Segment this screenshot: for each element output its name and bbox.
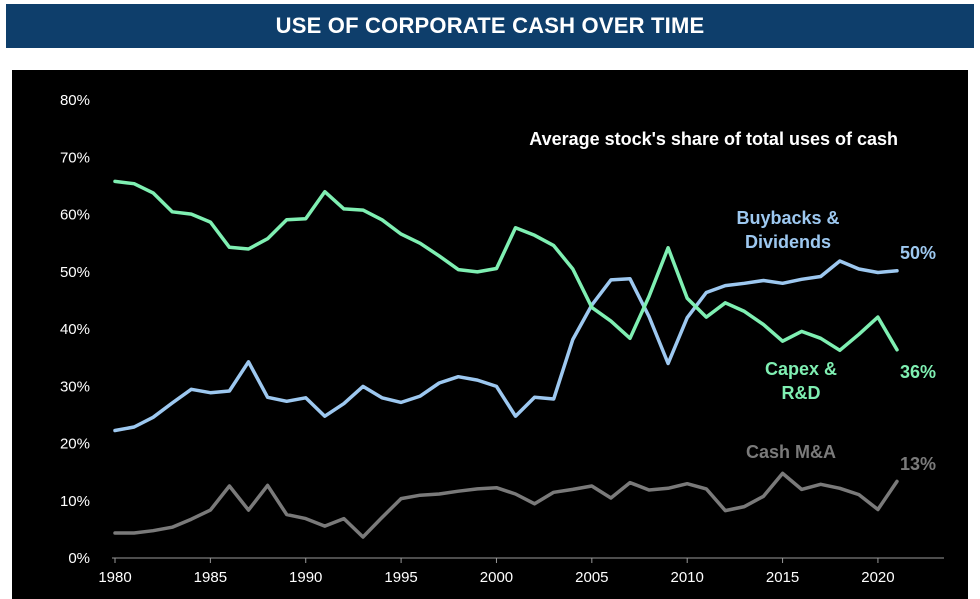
cash-ma-end-label: 13% <box>900 454 936 474</box>
y-tick-label: 0% <box>68 550 90 567</box>
y-tick-label: 80% <box>60 92 90 109</box>
y-tick-label: 50% <box>60 264 90 281</box>
x-tick-label: 1980 <box>98 569 131 586</box>
x-tick-label: 1985 <box>194 569 227 586</box>
chart-title: Average stock's share of total uses of c… <box>529 129 898 149</box>
x-tick-label: 2015 <box>766 569 799 586</box>
page-title: USE OF CORPORATE CASH OVER TIME <box>275 13 705 38</box>
buybacks-dividends-line <box>113 259 899 433</box>
capex-end-label: 36% <box>900 362 936 382</box>
buybacks-label-line2: Dividends <box>745 232 831 252</box>
capex-label-line1: Capex & <box>765 359 837 379</box>
x-tick-label: 2000 <box>480 569 513 586</box>
y-tick-label: 20% <box>60 436 90 453</box>
x-axis-ticks: 1980 1985 1990 1995 2000 2005 2010 2015 2020 <box>98 558 895 586</box>
y-tick-label: 60% <box>60 207 90 224</box>
capex-rd-line <box>113 179 899 353</box>
x-tick-label: 2005 <box>575 569 608 586</box>
y-tick-label: 70% <box>60 149 90 166</box>
y-axis-ticks: 0% 10% 20% 30% 40% 50% 60% 70% 80% <box>60 92 90 567</box>
capex-label-line2: R&D <box>782 383 821 403</box>
cash-ma-label: Cash M&A <box>746 442 836 462</box>
series-layer <box>113 179 899 539</box>
x-tick-label: 2010 <box>671 569 704 586</box>
x-tick-label: 1995 <box>384 569 417 586</box>
buybacks-label-line1: Buybacks & <box>736 208 839 228</box>
title-banner: USE OF CORPORATE CASH OVER TIME <box>6 4 974 48</box>
y-tick-label: 30% <box>60 378 90 395</box>
y-tick-label: 40% <box>60 321 90 338</box>
buybacks-end-label: 50% <box>900 243 936 263</box>
y-tick-label: 10% <box>60 493 90 510</box>
x-tick-label: 2020 <box>861 569 894 586</box>
cash-ma-line <box>113 471 899 539</box>
x-tick-label: 1990 <box>289 569 322 586</box>
